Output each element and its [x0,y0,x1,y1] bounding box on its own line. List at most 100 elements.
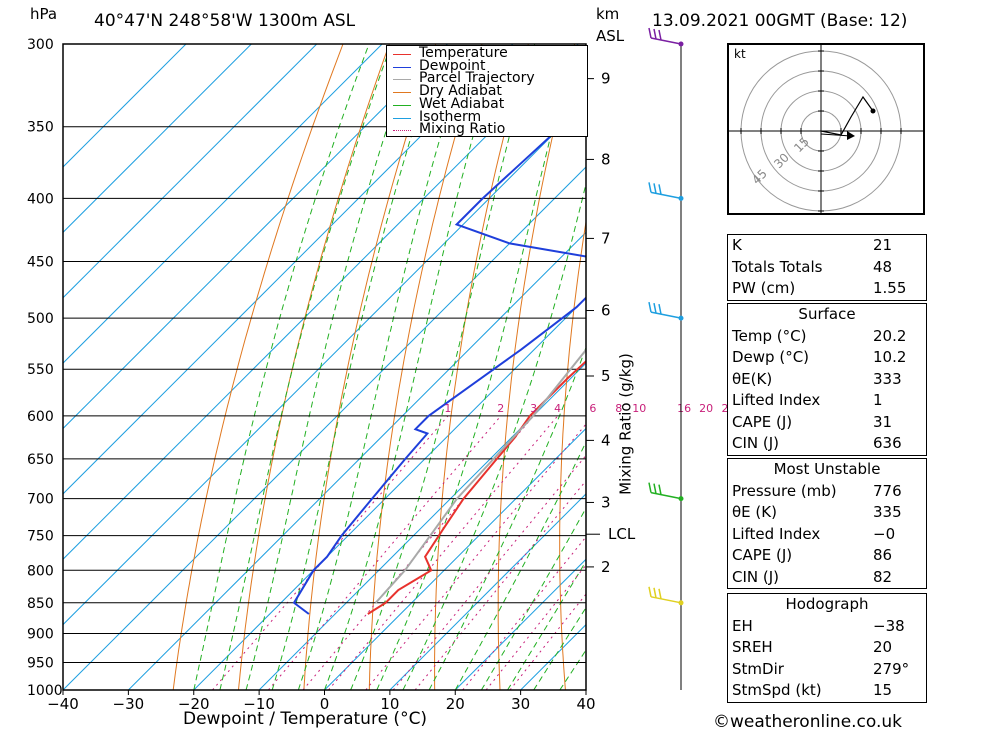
km-tick-label: 3 [601,493,611,511]
legend-label: Dewpoint [419,57,486,74]
surface-row: CAPE (J) 31 [728,412,926,434]
surface-row: Temp (°C) 20.2 [728,326,926,348]
hodograph-stat-row: SREH 20 [728,637,926,659]
most-unstable-key: CIN (J) [732,567,780,586]
legend-label: Parcel Trajectory [419,70,535,87]
pressure-tick-label: 550 [27,362,54,378]
wet-adiabat-line [193,44,370,690]
wind-barb-dot [678,600,684,606]
wind-barb-flag [648,482,652,493]
most-unstable-row: CIN (J) 82 [728,567,926,589]
hodograph-panel: 15 30 45 kt [727,43,925,215]
index-key: K [732,236,742,254]
wind-barb [648,301,684,321]
most-unstable-value: 776 [873,481,902,500]
isotherm-line [63,44,448,430]
km-tick-label: 6 [601,302,611,320]
storm-motion-line [820,133,852,137]
most-unstable-key: Pressure (mb) [732,481,837,500]
hodograph-stat-value: 15 [873,681,893,699]
legend-label: Dry Adiabat [419,83,502,100]
legend-item: Dry Adiabat [391,83,586,100]
most-unstable-row: Lifted Index −0 [728,524,926,546]
x-tick-label: 40 [576,695,595,713]
most-unstable-value: 335 [873,503,902,521]
km-unit-label: km [596,5,620,23]
surface-value: 20.2 [873,326,907,345]
legend-swatch [393,79,411,81]
km-tick-label: 4 [601,431,611,449]
mixing-ratio-label: 4 [554,402,561,415]
hodograph-stat-value: 279° [873,659,910,678]
wind-barb [648,482,684,502]
most-unstable-row: CAPE (J) 86 [728,545,926,567]
pressure-tick-label: 450 [27,255,54,271]
wind-barb [648,586,684,606]
wind-barb-flag [658,484,662,495]
surface-value: 636 [873,434,902,452]
legend-item: Parcel Trajectory [391,70,586,87]
mixing-ratio-line [485,564,586,690]
mixing-ratio-label: 10 [632,402,646,415]
hodograph-trace [820,95,874,136]
surface-row: θE(K) 333 [728,369,926,391]
wind-barb-flag [648,27,652,39]
index-key: Totals Totals [732,257,823,276]
x-tick-label: −20 [178,695,210,713]
x-tick-label: 20 [446,695,465,713]
surface-title: Surface [798,305,856,323]
surface-key: Temp (°C) [732,326,807,345]
hodograph-ring-label: 45 [749,166,770,187]
wind-barb-dot [678,315,684,321]
most-unstable-row: θE (K) 335 [728,502,926,524]
pressure-tick-label: 1000 [27,683,63,699]
legend-item: Dewpoint [391,57,586,74]
mixing-ratio-axis-label: Mixing Ratio (g/kg) [616,353,635,495]
dry-adiabat-line [990,44,1000,690]
wind-barb-flag [648,182,652,193]
isotherm-line [389,493,586,690]
dry-adiabat-line [677,44,714,690]
chart-legend: Temperature Dewpoint Parcel Trajectory Dry … [386,45,588,137]
wind-barb [648,27,684,47]
isotherm-line [128,231,586,690]
isotherm-line [63,44,383,364]
datetime-title: 13.09.2021 00GMT (Base: 12) [652,11,908,31]
hodograph-stat-value: −38 [873,616,905,635]
km-tick-label: 9 [601,70,611,88]
isotherm-line [63,44,514,495]
wet-adiabat-line [376,44,576,690]
wind-barb-dot [678,41,684,47]
pressure-tick-label: 350 [27,120,54,136]
wind-barb-flag [648,586,652,597]
wet-adiabat-line [271,44,442,690]
index-value: 48 [873,257,893,276]
isotherm-line [63,100,586,626]
hodograph-stat-value: 20 [873,638,893,656]
isotherm-line [63,44,318,299]
km-tick-label: 2 [601,558,611,576]
x-tick-label: 0 [320,695,330,713]
legend-swatch [393,117,411,119]
hodograph-endpoint [870,108,876,114]
legend-label: Wet Adiabat [419,95,505,112]
mixing-ratio-label: 16 [677,402,691,415]
index-value: 21 [873,236,893,254]
km-tick-label: 5 [601,367,611,385]
pressure-tick-label: 500 [27,311,54,327]
wind-barb-flag [658,184,662,195]
legend-item: Temperature [391,46,586,61]
index-row: K 21 [728,235,926,257]
mixing-ratio-label: 20 [699,402,713,415]
most-unstable-value: −0 [873,524,896,543]
wind-barb-flag [653,183,657,194]
km-tick-label: 8 [601,150,611,168]
mixing-ratio-label: 1 [444,402,451,415]
surface-key: CAPE (J) [732,412,793,431]
legend-label: Isotherm [419,108,482,125]
legend-item: Mixing Ratio [391,122,586,137]
surface-value: 333 [873,369,902,388]
wet-adiabat-line [297,44,470,690]
wind-barb-flag [653,302,657,314]
